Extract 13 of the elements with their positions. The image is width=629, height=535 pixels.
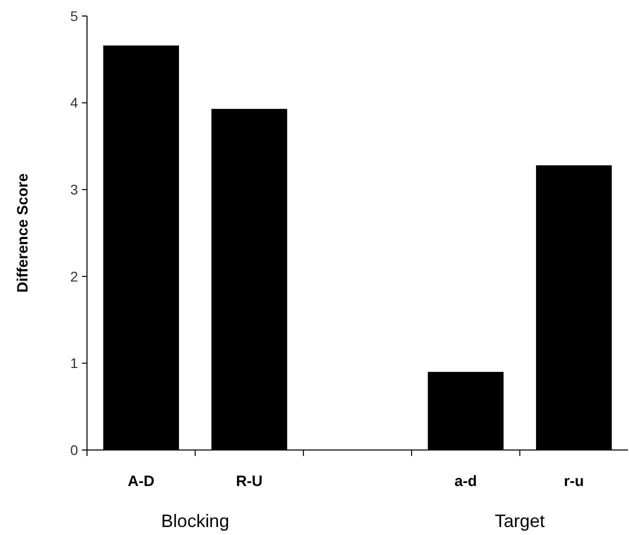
x-tick-label: A-D	[128, 473, 155, 490]
x-tick-label: R-U	[236, 473, 263, 490]
y-tick-label: 0	[70, 442, 78, 458]
y-tick-label: 5	[70, 8, 78, 24]
y-tick-label: 3	[70, 182, 78, 198]
text: Blocking	[161, 511, 230, 531]
x-tick-label: a-d	[454, 473, 477, 490]
y-axis-title: Difference Score	[14, 173, 32, 293]
y-tick-label: 4	[70, 94, 78, 111]
y-tick-label: 2	[70, 268, 78, 284]
y-tick-label: 1	[70, 355, 78, 372]
text: Target	[494, 511, 545, 531]
x-tick-label: r-u	[564, 473, 584, 490]
